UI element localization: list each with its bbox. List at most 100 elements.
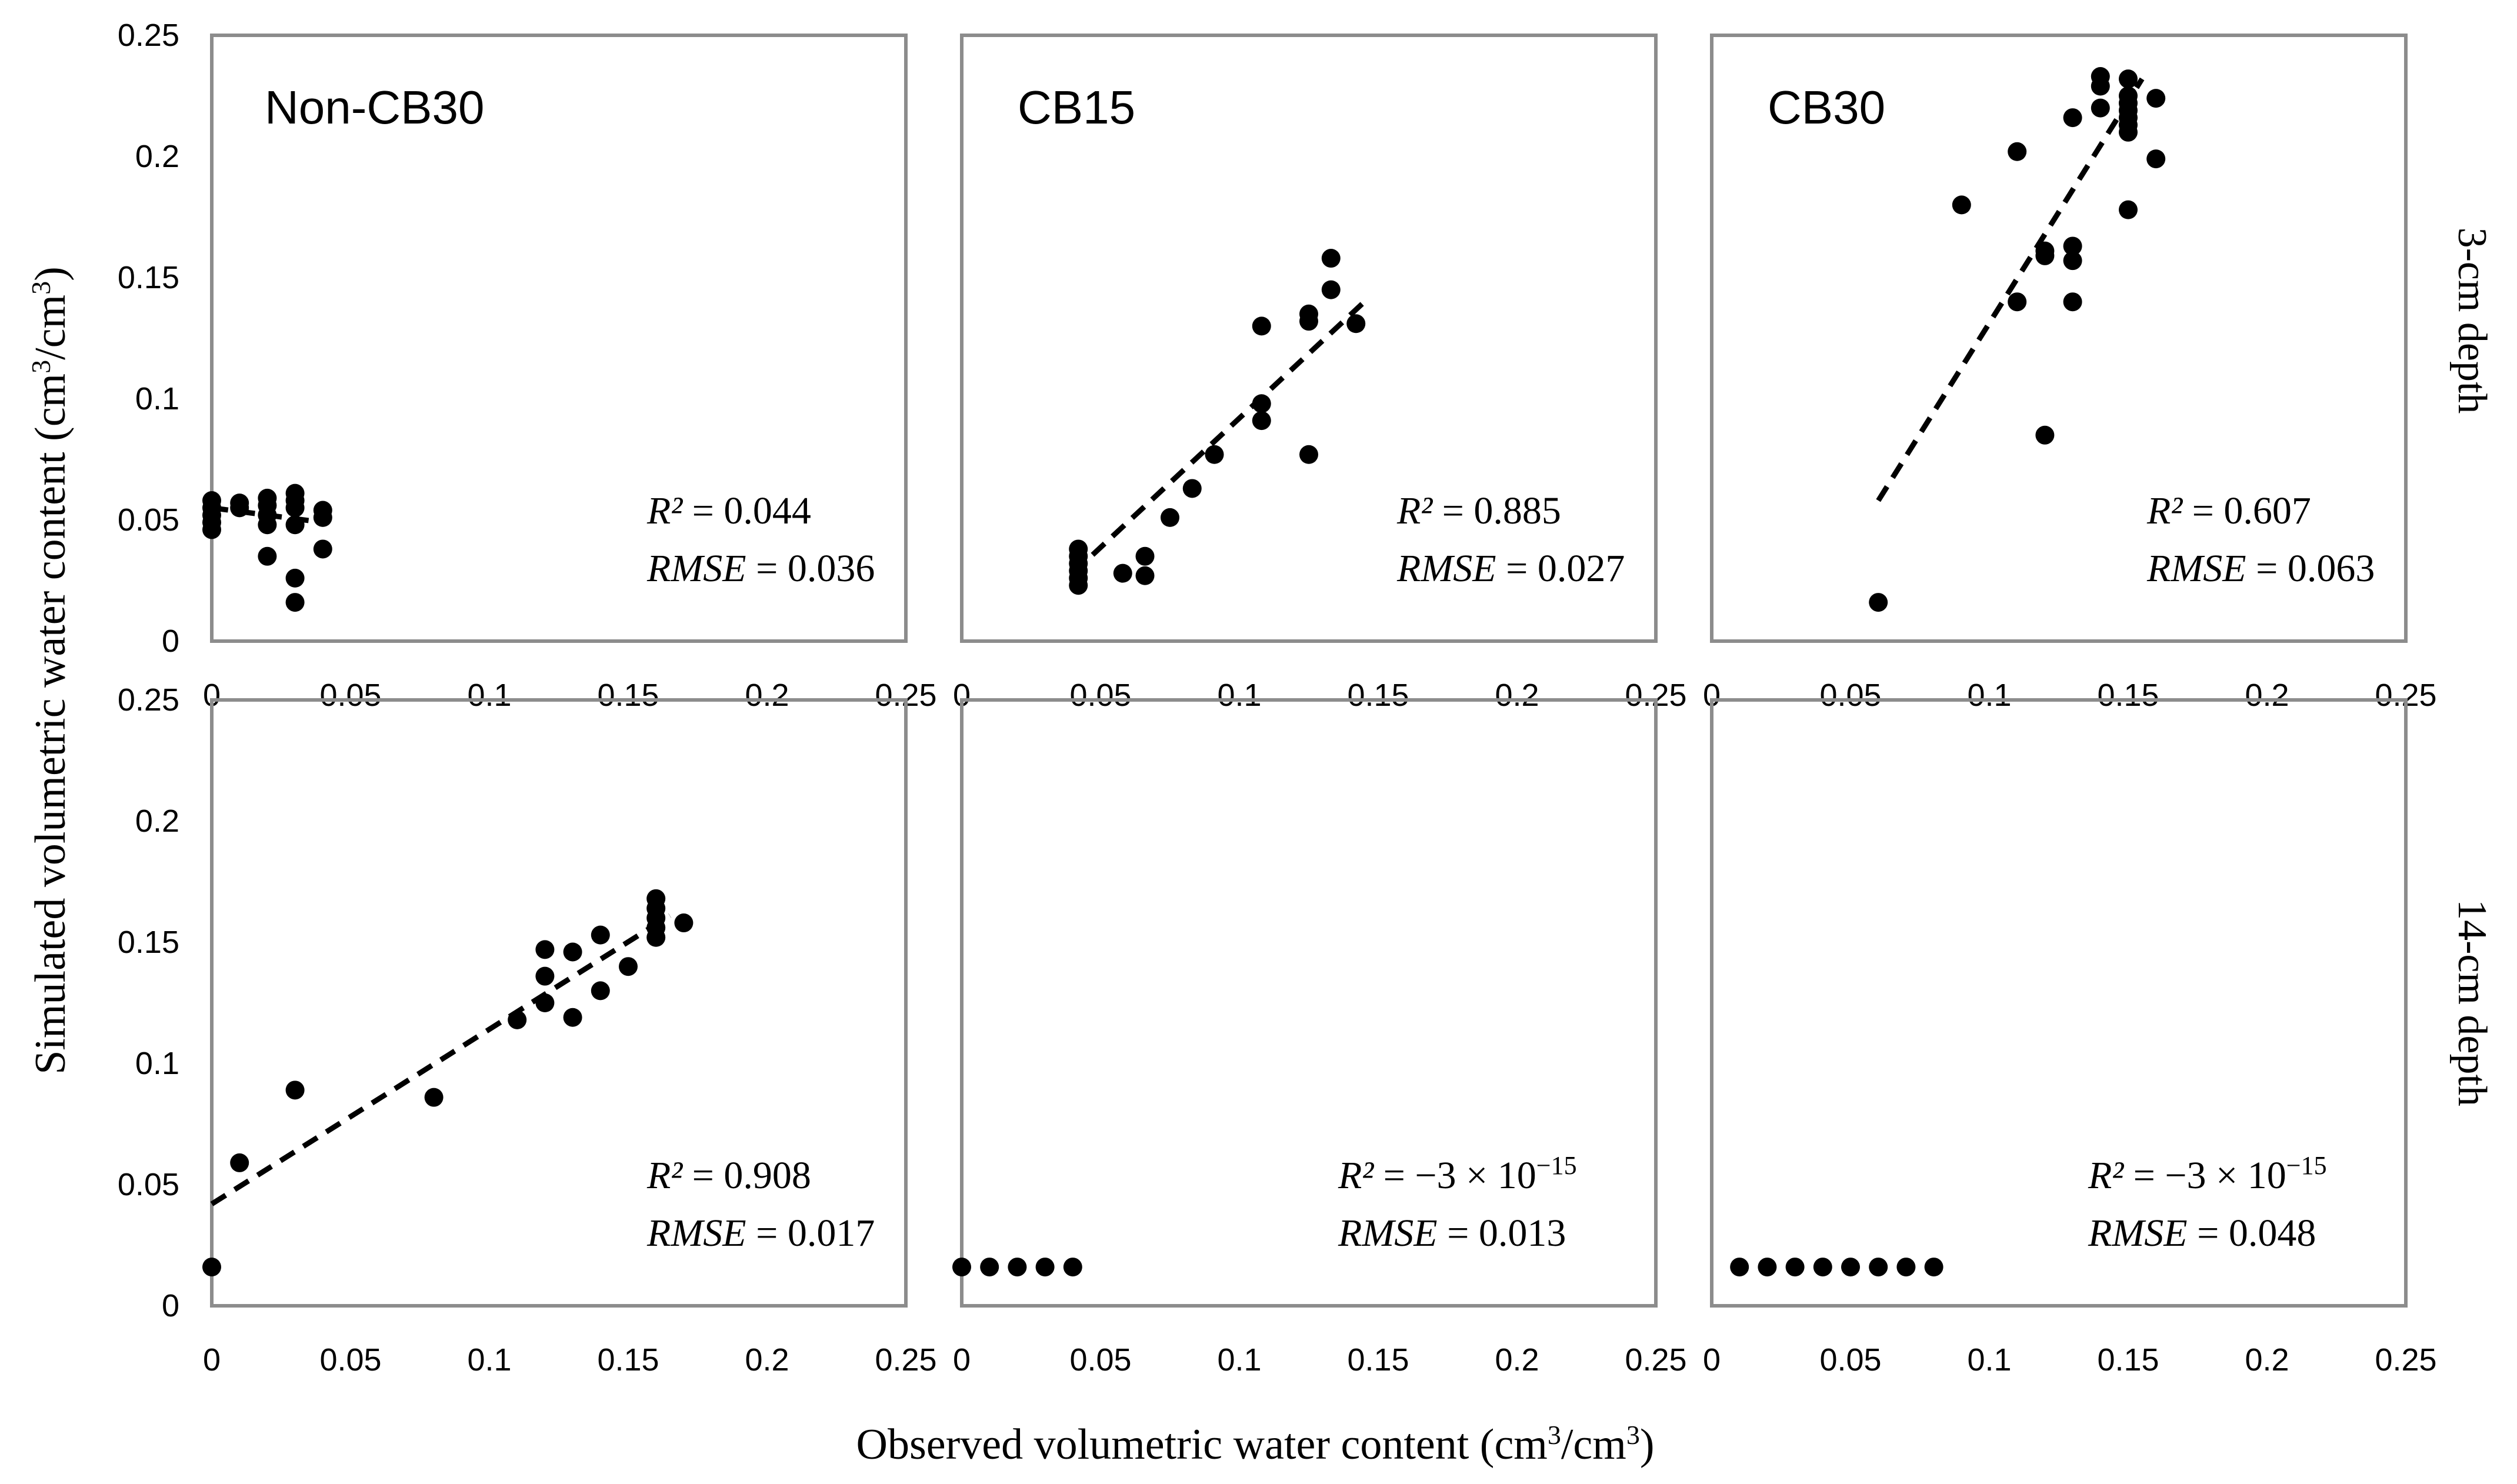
y-tick-label: 0.25 [118,682,179,718]
x-tick-label: 0.05 [1819,678,1881,713]
x-tick-label: 0.15 [1347,678,1409,713]
x-tick-label: 0.15 [597,678,659,713]
x-tick-label: 0.25 [1625,1342,1686,1378]
rmse-label: RMSE [1396,547,1496,590]
data-point [1135,566,1155,585]
x-tick-label: 0.2 [1495,1342,1539,1378]
data-point [285,1081,305,1100]
data-point [980,1258,999,1277]
y-tick-label: 0.2 [135,139,179,174]
x-tick-label: 0.15 [597,1342,659,1378]
r2-annotation: R² = 0.885 [1396,489,1561,532]
data-point [1785,1258,1805,1277]
y-tick-label: 0.15 [118,260,179,295]
data-point [1869,1258,1888,1277]
rmse-value: = 0.027 [1496,547,1625,590]
data-point [2008,142,2027,161]
data-point [2063,236,2082,256]
x-tick-label: 0.1 [467,678,511,713]
data-point [2091,98,2110,118]
panel-4: 0 0.05 0.1 0.15 0.2 0.25 R² = −3 × 10−15 RMSE =… [952,698,1687,1378]
data-point [2035,425,2055,445]
r2-annotation: R² = 0.908 [646,1154,811,1197]
rmse-value: = 0.048 [2188,1212,2316,1255]
rmse-annotation: RMSE = 0.027 [1396,547,1625,590]
r2-label: R² [1396,489,1433,532]
data-point [2063,251,2082,271]
x-tick-label: 0.05 [319,678,381,713]
data-point [2119,200,2138,219]
x-axis-label: Observed volumetric water content (cm 3/c… [856,1420,1655,1469]
data-point [508,1010,527,1029]
panel-title: CB30 [1768,81,1885,134]
data-point [1008,1258,1027,1277]
panel-frame [210,698,908,1308]
r2-label: R² [646,1154,683,1197]
data-point [646,928,666,947]
y-axis-label-sup2: 3 [26,281,56,295]
data-point [285,568,305,588]
r2-value: = −3 × 10 [1373,1154,1536,1197]
x-axis-label-sup2: 3 [1626,1420,1640,1450]
data-point [535,993,555,1012]
r2-label: R² [2088,1154,2124,1197]
x-tick-label: 0.15 [2097,1342,2159,1378]
x-tick-label: 0.2 [745,678,789,713]
data-point [1299,312,1318,331]
panels: 0 0.05 0.1 0.15 0.2 0.25 0 0.05 0.1 0.15 0.2 0.25 No… [118,18,2437,1378]
data-point [2035,246,2055,265]
data-point [2119,122,2138,142]
data-point [1182,479,1202,498]
row-label-14cm: 14-cm depth [2449,899,2495,1106]
r2-label: R² [2146,489,2183,532]
data-point [1299,445,1318,464]
data-point [952,1258,971,1277]
panel-title: CB15 [1018,81,1135,134]
data-point [1252,316,1271,336]
y-tick-label: 0.1 [135,381,179,416]
data-point [1869,593,1888,612]
x-tick-label: 0.05 [319,1342,381,1378]
data-point [563,942,582,962]
data-point [2063,292,2082,312]
x-axis-label-mid: /cm [1561,1420,1626,1469]
data-point [2063,108,2082,128]
x-tick-label: 0.15 [2097,678,2159,713]
r2-value: = −3 × 10 [2123,1154,2286,1197]
r2-annotation: R² = 0.044 [646,489,811,532]
data-point [591,981,610,1001]
y-tick-label: 0.25 [118,18,179,53]
panel-5: 0 0.05 0.1 0.15 0.2 0.25 R² = −3 × 10−15 RMSE =… [1703,698,2437,1378]
panel-3: 0 0.05 0.1 0.15 0.2 0.25 0 0.05 0.1 0.15 0.2 0.25 R²… [118,682,937,1378]
rmse-annotation: RMSE = 0.013 [1338,1212,1566,1255]
r2-value: = 0.908 [682,1154,811,1197]
x-tick-label: 0 [203,1342,221,1378]
data-point [2119,69,2138,89]
r2-exponent: −15 [1536,1151,1577,1180]
row-label-3cm: 3-cm depth [2449,228,2495,414]
data-point [674,913,694,933]
y-axis-label: Simulated volumetric water content (cm3/… [26,266,75,1074]
y-tick-label: 0.2 [135,803,179,839]
data-point [1135,546,1155,566]
x-tick-label: 0.2 [2245,678,2289,713]
x-tick-label: 0.05 [1819,1342,1881,1378]
panel-frame [960,698,1658,1308]
x-tick-label: 0 [1703,1342,1721,1378]
rmse-value: = 0.017 [746,1212,875,1255]
rmse-value: = 0.063 [2246,547,2375,590]
data-point [313,539,332,559]
rmse-label: RMSE [2088,1212,2188,1255]
x-axis-label-text: Observed volumetric water content (cm [856,1420,1548,1469]
y-axis-label-text: Simulated volumetric water content (cm [26,373,75,1075]
trend-line [1071,299,1366,575]
data-point [1035,1258,1055,1277]
rmse-annotation: RMSE = 0.048 [2088,1212,2316,1255]
x-axis-label-end: ) [1640,1420,1655,1469]
data-point [619,957,638,976]
y-axis-label-sup1: 3 [26,360,56,373]
r2-annotation: R² = 0.607 [2146,489,2311,532]
data-point [1321,249,1341,268]
panel-0: 0 0.05 0.1 0.15 0.2 0.2500.050.10.150.20.25No… [118,18,937,713]
